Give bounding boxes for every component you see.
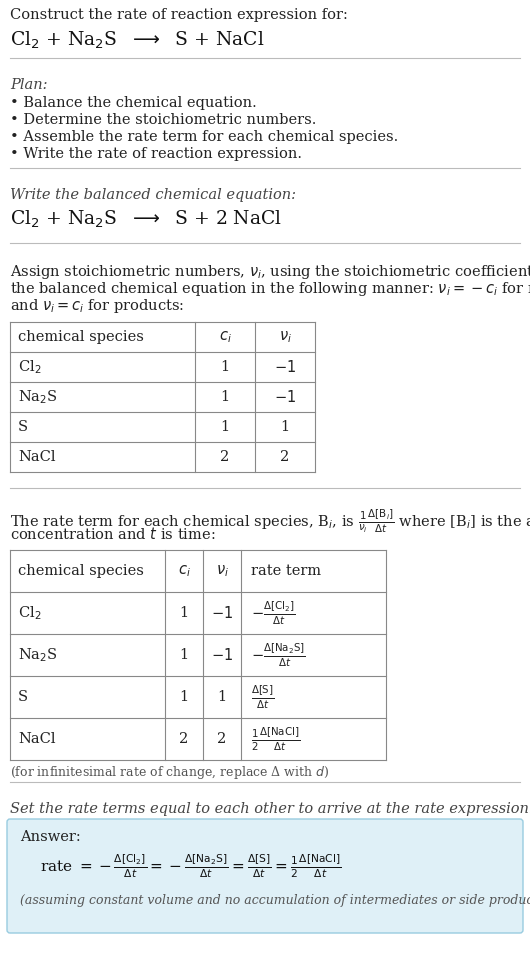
Text: $c_i$: $c_i$ — [218, 329, 232, 345]
Text: chemical species: chemical species — [18, 330, 144, 344]
Text: Na$_2$S: Na$_2$S — [18, 646, 58, 664]
Text: Plan:: Plan: — [10, 78, 48, 92]
Text: $\nu_i$: $\nu_i$ — [216, 563, 228, 579]
Text: 1: 1 — [220, 390, 229, 404]
Text: rate $= -\frac{\Delta[\mathrm{Cl_2}]}{\Delta t} = -\frac{\Delta[\mathrm{Na_2S}]}: rate $= -\frac{\Delta[\mathrm{Cl_2}]}{\D… — [40, 852, 341, 879]
Text: 1: 1 — [220, 420, 229, 434]
Text: 1: 1 — [220, 360, 229, 374]
Text: 1: 1 — [180, 690, 189, 704]
Text: $-1$: $-1$ — [211, 647, 233, 663]
Text: The rate term for each chemical species, B$_i$, is $\frac{1}{\nu_i}\frac{\Delta[: The rate term for each chemical species,… — [10, 508, 530, 536]
Text: Cl$_2$ + Na$_2$S  $\longrightarrow$  S + 2 NaCl: Cl$_2$ + Na$_2$S $\longrightarrow$ S + 2… — [10, 209, 282, 230]
Text: Cl$_2$: Cl$_2$ — [18, 604, 41, 622]
Text: Cl$_2$ + Na$_2$S  $\longrightarrow$  S + NaCl: Cl$_2$ + Na$_2$S $\longrightarrow$ S + N… — [10, 30, 264, 52]
Text: NaCl: NaCl — [18, 732, 56, 746]
Text: Construct the rate of reaction expression for:: Construct the rate of reaction expressio… — [10, 8, 348, 22]
Text: chemical species: chemical species — [18, 564, 144, 578]
Text: Write the balanced chemical equation:: Write the balanced chemical equation: — [10, 188, 296, 202]
Text: $-1$: $-1$ — [274, 359, 296, 375]
Text: • Balance the chemical equation.: • Balance the chemical equation. — [10, 96, 257, 110]
Text: 2: 2 — [217, 732, 227, 746]
Text: (assuming constant volume and no accumulation of intermediates or side products): (assuming constant volume and no accumul… — [20, 894, 530, 907]
Text: Answer:: Answer: — [20, 830, 81, 844]
Text: Assign stoichiometric numbers, $\nu_i$, using the stoichiometric coefficients, $: Assign stoichiometric numbers, $\nu_i$, … — [10, 263, 530, 281]
Text: $-1$: $-1$ — [211, 605, 233, 621]
Text: $\frac{\Delta[\mathrm{S}]}{\Delta t}$: $\frac{\Delta[\mathrm{S}]}{\Delta t}$ — [251, 683, 275, 711]
Text: 1: 1 — [180, 648, 189, 662]
Text: Cl$_2$: Cl$_2$ — [18, 358, 41, 376]
Text: (for infinitesimal rate of change, replace Δ with $d$): (for infinitesimal rate of change, repla… — [10, 764, 330, 781]
Text: rate term: rate term — [251, 564, 321, 578]
Text: and $\nu_i = c_i$ for products:: and $\nu_i = c_i$ for products: — [10, 297, 184, 315]
Text: $-\frac{\Delta[\mathrm{Cl_2}]}{\Delta t}$: $-\frac{\Delta[\mathrm{Cl_2}]}{\Delta t}… — [251, 599, 295, 627]
Text: • Write the rate of reaction expression.: • Write the rate of reaction expression. — [10, 147, 302, 161]
Text: $\frac{1}{2}\frac{\Delta[\mathrm{NaCl}]}{\Delta t}$: $\frac{1}{2}\frac{\Delta[\mathrm{NaCl}]}… — [251, 725, 301, 752]
Text: $-\frac{\Delta[\mathrm{Na_2S}]}{\Delta t}$: $-\frac{\Delta[\mathrm{Na_2S}]}{\Delta t… — [251, 641, 306, 669]
Text: 2: 2 — [179, 732, 189, 746]
Text: • Determine the stoichiometric numbers.: • Determine the stoichiometric numbers. — [10, 113, 316, 127]
Text: S: S — [18, 420, 28, 434]
FancyBboxPatch shape — [7, 819, 523, 933]
Text: $-1$: $-1$ — [274, 389, 296, 405]
Text: $\nu_i$: $\nu_i$ — [279, 329, 292, 345]
Text: 2: 2 — [220, 450, 229, 464]
Text: 1: 1 — [280, 420, 289, 434]
Text: concentration and $t$ is time:: concentration and $t$ is time: — [10, 526, 216, 542]
Text: 2: 2 — [280, 450, 289, 464]
Text: 1: 1 — [180, 606, 189, 620]
Text: S: S — [18, 690, 28, 704]
Text: NaCl: NaCl — [18, 450, 56, 464]
Text: the balanced chemical equation in the following manner: $\nu_i = -c_i$ for react: the balanced chemical equation in the fo… — [10, 280, 530, 298]
Text: 1: 1 — [217, 690, 226, 704]
Text: Na$_2$S: Na$_2$S — [18, 388, 58, 406]
Text: Set the rate terms equal to each other to arrive at the rate expression:: Set the rate terms equal to each other t… — [10, 802, 530, 816]
Text: • Assemble the rate term for each chemical species.: • Assemble the rate term for each chemic… — [10, 130, 398, 144]
Text: $c_i$: $c_i$ — [178, 563, 190, 579]
